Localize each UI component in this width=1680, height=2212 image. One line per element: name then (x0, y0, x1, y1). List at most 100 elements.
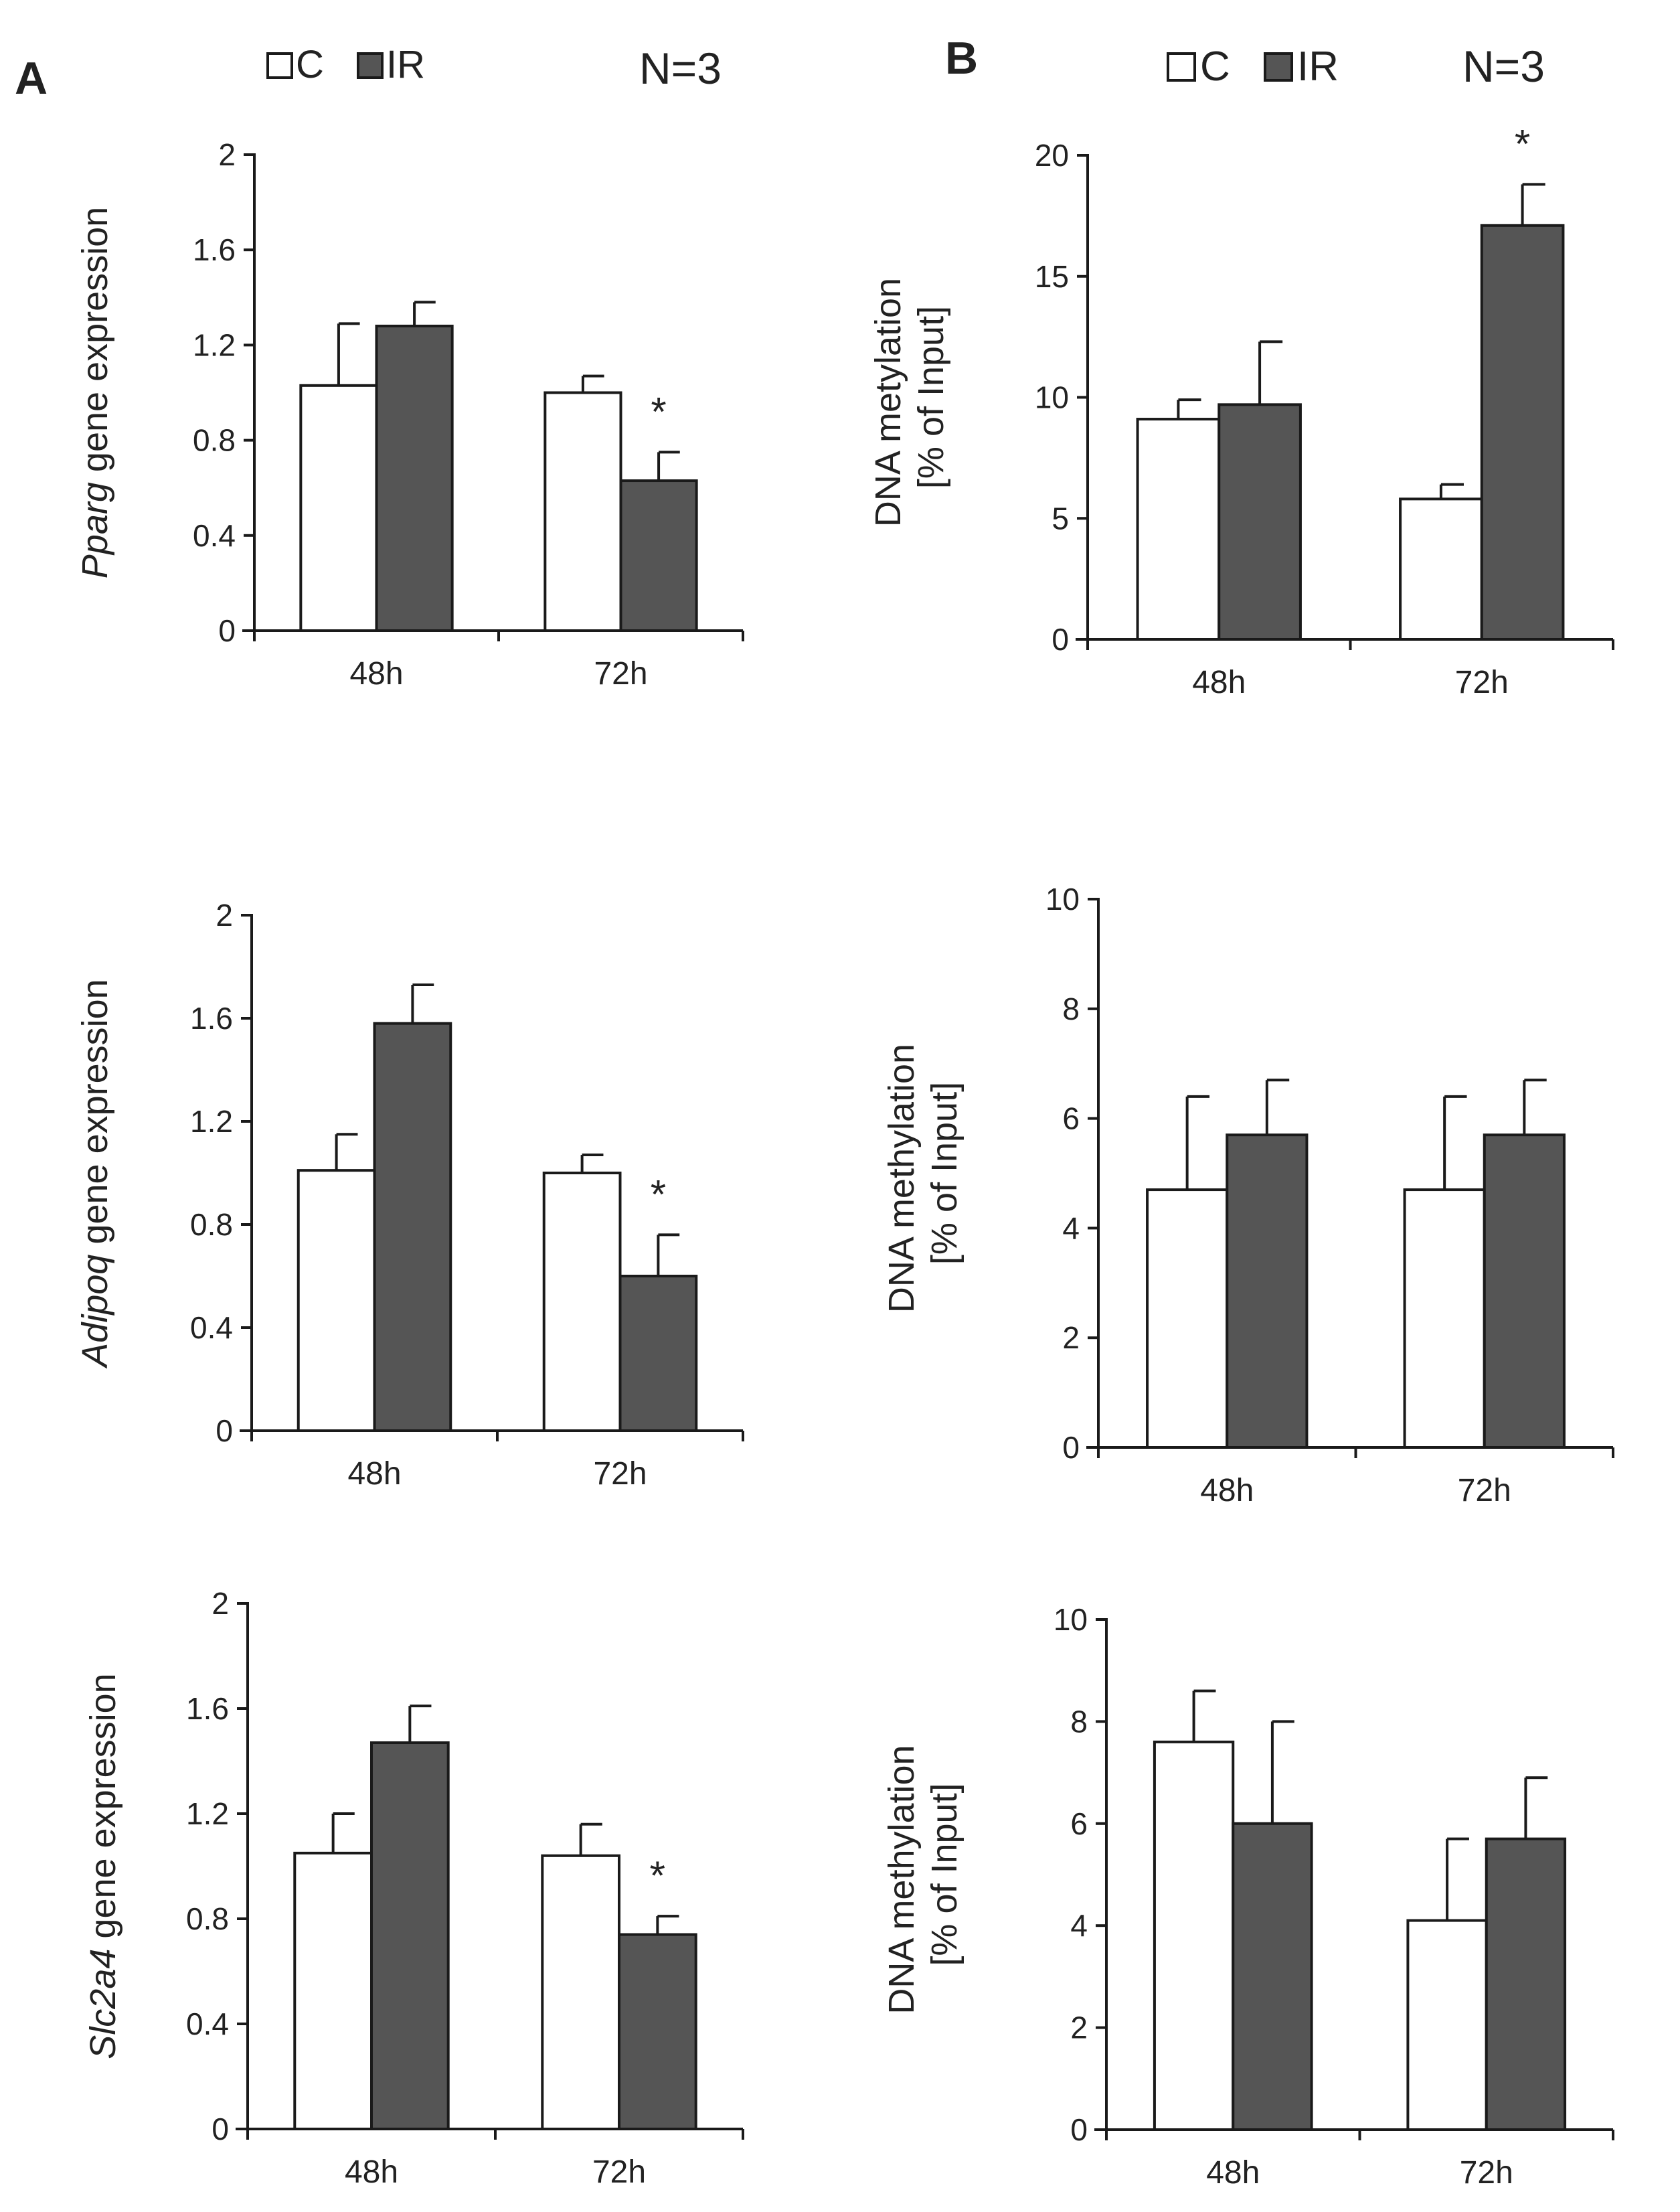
y-axis-title: DNA methylation [% of Input] (881, 1034, 964, 1313)
y-tick-label: 4 (1062, 1210, 1080, 1245)
y-tick-label: 0 (1070, 2112, 1088, 2147)
y-tick-label: 15 (1035, 259, 1069, 294)
x-category-label: 72h (593, 1456, 647, 1492)
y-tick-label: 2 (1062, 1320, 1080, 1355)
bar-c-48h (1153, 1740, 1235, 2131)
y-axis-title-line-2: [% of Input] (924, 1783, 964, 1966)
y-tick-label: 6 (1070, 1806, 1088, 1841)
x-category-label: 48h (1192, 665, 1246, 700)
bar-ir-48h (1226, 1133, 1309, 1449)
y-axis-title: DNA methylation [% of Input] (881, 1735, 964, 2014)
y-tick-label: 1.2 (190, 1104, 233, 1139)
legend-b-c-swatch (1167, 52, 1196, 82)
y-tick-label: 2 (1070, 2010, 1088, 2045)
bar-ir-48h (375, 324, 454, 632)
bar-c-48h (293, 1851, 373, 2130)
bar-c-72h (1399, 497, 1483, 641)
bar-c-48h (1136, 418, 1221, 641)
y-tick-label: 6 (1062, 1101, 1080, 1136)
bar-ir-72h (619, 479, 698, 632)
legend-a-ir-swatch (357, 52, 384, 79)
y-tick-label: 0 (212, 2112, 229, 2146)
bar-ir-48h (1232, 1822, 1313, 2132)
x-category-label: 48h (349, 656, 403, 692)
y-axis-title-line-1: DNA methylation (881, 1044, 922, 1313)
y-tick-label: 1.2 (193, 327, 236, 362)
bar-c-48h (1146, 1188, 1229, 1449)
y-axis-title-line-1: DNA methylation (881, 1745, 922, 2014)
bar-ir-72h (1483, 1133, 1566, 1449)
legend-b-c-label: C (1200, 44, 1230, 90)
x-category-label: 48h (1206, 2155, 1260, 2191)
y-tick-label: 0 (218, 613, 236, 648)
x-category-label: 48h (1200, 1473, 1254, 1508)
bar-ir-72h (618, 1933, 697, 2131)
significance-marker: * (1515, 121, 1530, 166)
y-tick-label: 0.4 (190, 1310, 233, 1345)
y-tick-label: 0 (216, 1413, 233, 1448)
bar-c-48h (299, 384, 378, 633)
y-axis-title: Slc2a4 gene expression (83, 1673, 123, 2059)
legend-b-ir-label: IR (1297, 44, 1339, 90)
y-tick-label: 0.8 (193, 423, 236, 458)
chart-adipoq-expression: Adipoq gene expression * 0 0.4 0.8 1.2 1.6 2 48… (75, 898, 744, 1492)
y-axis-title-gene: Pparg (75, 482, 115, 578)
y-tick-label: 0.8 (190, 1207, 233, 1242)
legend-a-c-swatch (266, 52, 293, 79)
bar-c-72h (1406, 1919, 1488, 2132)
x-category-label: 48h (345, 2154, 398, 2190)
bar-c-72h (542, 1172, 622, 1432)
bar-ir-48h (370, 1741, 450, 2130)
x-category-label: 48h (347, 1456, 401, 1492)
y-tick-label: 0.8 (186, 1901, 229, 1936)
bar-ir-48h (1217, 403, 1302, 641)
y-tick-label: 0.4 (186, 2006, 229, 2041)
significance-marker: * (650, 1853, 665, 1898)
y-tick-label: 2 (218, 137, 236, 172)
legend-b: C IR N=3 (1167, 42, 1545, 91)
bar-c-72h (1403, 1188, 1486, 1449)
legend-a-c-label: C (296, 43, 324, 86)
y-tick-label: 2 (216, 898, 233, 933)
y-axis-title-line-2: [% of Input] (911, 306, 951, 489)
y-tick-label: 10 (1045, 882, 1080, 917)
bar-ir-72h (1480, 224, 1565, 641)
x-category-label: 72h (1458, 1473, 1511, 1508)
y-tick-label: 0.4 (193, 518, 236, 553)
bar-ir-72h (1485, 1837, 1567, 2131)
chart-adipoq-dna-methylation: DNA methylation [% of Input] 0 2 4 6 8 10 48h 7… (881, 882, 1614, 1508)
bar-c-72h (541, 1854, 620, 2131)
chart-slc2a4-expression: Slc2a4 gene expression * 0 0.4 0.8 1.2 1.6 2 48… (83, 1586, 744, 2190)
y-axis-title-line-2: [% of Input] (924, 1082, 964, 1265)
y-tick-label: 1.6 (186, 1691, 229, 1726)
y-axis-title-line-1: DNA metylation (868, 278, 908, 527)
x-category-label: 72h (594, 656, 647, 692)
y-tick-label: 4 (1070, 1908, 1088, 1943)
y-tick-label: 10 (1054, 1602, 1088, 1637)
y-axis-title-rest: gene expression (83, 1673, 123, 1948)
y-axis-title: Adipoq gene expression (75, 979, 115, 1368)
y-tick-label: 8 (1062, 992, 1080, 1026)
y-axis-title-rest: gene expression (75, 979, 115, 1254)
bar-ir-48h (373, 1022, 452, 1432)
y-tick-label: 1.6 (190, 1001, 233, 1036)
y-axis-title: Pparg gene expression (75, 207, 115, 578)
y-axis-title-rest: gene expression (75, 207, 115, 482)
legend-b-n-label: N=3 (1462, 42, 1545, 91)
panel-label-a: A (15, 53, 48, 104)
x-category-label: 72h (592, 2154, 646, 2190)
legend-a-ir-label: IR (386, 43, 425, 86)
y-tick-label: 10 (1035, 380, 1069, 415)
chart-pparg-expression: Pparg gene expression * 0 0.4 0.8 1.2 1.6 2 48h… (75, 137, 744, 692)
y-tick-label: 1.6 (193, 232, 236, 267)
bar-c-72h (543, 391, 622, 632)
y-axis-title-gene: Adipoq (75, 1255, 115, 1369)
legend-b-ir-swatch (1264, 52, 1293, 82)
y-axis-title-gene: Slc2a4 (83, 1949, 123, 2059)
bar-c-48h (297, 1169, 376, 1433)
x-category-label: 72h (1455, 665, 1509, 700)
y-tick-label: 20 (1035, 138, 1069, 173)
legend-a: C IR N=3 (266, 43, 722, 93)
